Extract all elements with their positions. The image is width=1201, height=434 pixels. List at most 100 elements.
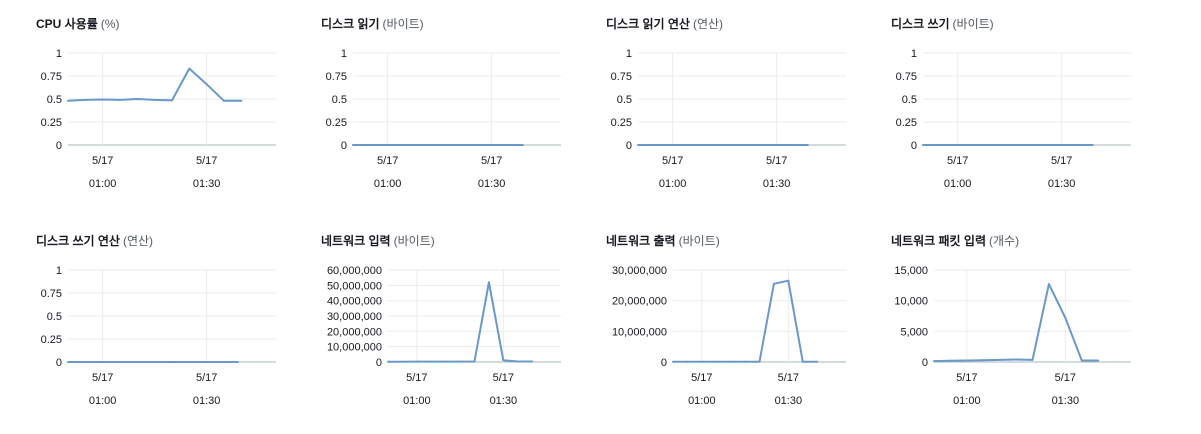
y-tick-label: 40,000,000 xyxy=(327,296,382,308)
data-point xyxy=(1026,144,1028,146)
disk-write-bytes-chart[interactable]: 0 0.25 0.5 0.75 1 5/17 01:00 5/17 01:30 xyxy=(891,17,1161,217)
cpu-utilization-chart[interactable]: 0 0.25 0.5 0.75 1 5/17 01:00 5/17 01:30 xyxy=(36,17,306,217)
network-in-chart[interactable]: 0 10,000,000 20,000,000 30,000,000 40,000,00… xyxy=(321,234,591,434)
data-point xyxy=(240,99,243,102)
data-point xyxy=(236,361,239,363)
panel-title: 네트워크 입력 (바이트) xyxy=(321,234,435,248)
data-point xyxy=(67,361,69,363)
y-tick-label: 10,000,000 xyxy=(612,326,667,338)
x-tick-label: 01:30 xyxy=(193,395,221,407)
y-tick-label: 10,000,000 xyxy=(327,342,382,354)
metric-name: 디스크 쓰기 xyxy=(891,17,950,31)
y-tick-label: 15,000 xyxy=(894,265,928,277)
data-point xyxy=(806,144,809,146)
data-point xyxy=(787,279,790,282)
x-tick-label: 01:00 xyxy=(89,395,117,407)
network-out-chart[interactable]: 0 10,000,000 20,000,000 30,000,000 5/17 01:00… xyxy=(606,234,876,434)
y-tick-label: 0 xyxy=(56,140,62,152)
y-tick-label: 60,000,000 xyxy=(327,265,382,277)
metric-name: 네트워크 패킷 입력 xyxy=(891,234,986,248)
disk-read-bytes-chart[interactable]: 0 0.25 0.5 0.75 1 5/17 01:00 5/17 01:30 xyxy=(321,17,591,217)
data-point xyxy=(352,144,354,146)
data-point xyxy=(801,360,804,363)
data-point xyxy=(700,360,703,363)
y-tick-label: 1 xyxy=(56,48,62,60)
panel-title: 디스크 읽기 연산 (연산) xyxy=(606,17,723,31)
y-tick-label: 1 xyxy=(341,48,347,60)
y-tick-label: 10,000 xyxy=(894,296,928,308)
y-tick-label: 20,000,000 xyxy=(612,296,667,308)
y-tick-label: 0.75 xyxy=(41,71,62,83)
y-tick-label: 1 xyxy=(911,48,917,60)
y-tick-label: 0.5 xyxy=(47,311,62,323)
network-packets-in-panel: 네트워크 패킷 입력 (개수) 0 5,000 10,000 15,000 5/17 01:… xyxy=(891,234,1161,434)
metric-name: CPU 사용률 xyxy=(36,17,98,31)
x-tick-label: 01:00 xyxy=(953,395,981,407)
series-line xyxy=(933,283,1099,363)
metric-unit: (%) xyxy=(100,17,120,31)
y-tick-label: 0.25 xyxy=(896,117,917,129)
metric-name: 네트워크 입력 xyxy=(321,234,391,248)
y-tick-label: 1 xyxy=(626,48,632,60)
y-tick-label: 0.5 xyxy=(47,94,62,106)
x-tick-label: 5/17 xyxy=(377,155,398,167)
network-packets-in-chart[interactable]: 0 5,000 10,000 15,000 5/17 01:00 5/17 01:30 xyxy=(891,234,1161,434)
x-tick-label: 5/17 xyxy=(662,155,683,167)
y-tick-label: 0.75 xyxy=(611,71,632,83)
data-point xyxy=(637,144,639,146)
y-tick-label: 0.5 xyxy=(332,94,347,106)
data-point xyxy=(444,360,447,363)
x-tick-label: 5/17 xyxy=(196,155,217,167)
data-point xyxy=(1015,358,1018,361)
data-point xyxy=(473,360,476,363)
y-tick-label: 0 xyxy=(626,140,632,152)
y-tick-label: 30,000,000 xyxy=(327,311,382,323)
y-tick-label: 0.25 xyxy=(326,117,347,129)
y-tick-label: 0.25 xyxy=(41,117,62,129)
data-point xyxy=(119,98,121,101)
metric-name: 디스크 쓰기 연산 xyxy=(36,234,120,248)
x-tick-label: 5/17 xyxy=(778,372,799,384)
x-tick-label: 01:30 xyxy=(763,178,791,190)
x-tick-label: 5/17 xyxy=(947,155,968,167)
disk-read-ops-chart[interactable]: 0 0.25 0.5 0.75 1 5/17 01:00 5/17 01:30 xyxy=(606,17,876,217)
x-tick-label: 01:30 xyxy=(193,178,221,190)
data-point xyxy=(956,144,959,146)
y-tick-label: 0 xyxy=(911,140,917,152)
data-point xyxy=(729,360,732,363)
x-tick-label: 01:30 xyxy=(490,395,518,407)
data-point xyxy=(922,144,924,146)
series-line xyxy=(673,279,818,363)
data-point xyxy=(1097,359,1100,362)
data-point xyxy=(223,99,225,102)
y-tick-label: 0 xyxy=(922,357,928,369)
data-point xyxy=(1047,283,1050,286)
x-tick-label: 01:00 xyxy=(688,395,716,407)
x-tick-label: 01:00 xyxy=(403,395,431,407)
data-point xyxy=(998,358,1001,361)
x-tick-label: 01:30 xyxy=(1052,395,1080,407)
data-point xyxy=(84,98,87,101)
data-point xyxy=(415,360,418,363)
x-tick-label: 5/17 xyxy=(691,372,712,384)
data-point xyxy=(459,360,462,363)
metric-name: 네트워크 출력 xyxy=(606,234,676,248)
data-point xyxy=(516,360,519,363)
data-point xyxy=(101,361,104,363)
x-tick-label: 01:00 xyxy=(944,178,972,190)
series-line xyxy=(388,281,533,363)
x-tick-label: 5/17 xyxy=(481,155,502,167)
disk-write-ops-chart[interactable]: 0 0.25 0.5 0.75 1 5/17 01:00 5/17 01:30 xyxy=(36,234,306,434)
y-tick-label: 0.5 xyxy=(617,94,632,106)
y-tick-label: 5,000 xyxy=(900,326,928,338)
data-point xyxy=(101,98,104,101)
data-point xyxy=(136,98,139,100)
data-point xyxy=(991,144,994,146)
data-point xyxy=(531,360,534,363)
data-point xyxy=(672,360,674,363)
data-point xyxy=(67,99,69,102)
y-tick-label: 0 xyxy=(341,140,347,152)
data-point xyxy=(401,360,404,363)
y-tick-label: 1 xyxy=(56,265,62,277)
data-point xyxy=(490,144,493,146)
